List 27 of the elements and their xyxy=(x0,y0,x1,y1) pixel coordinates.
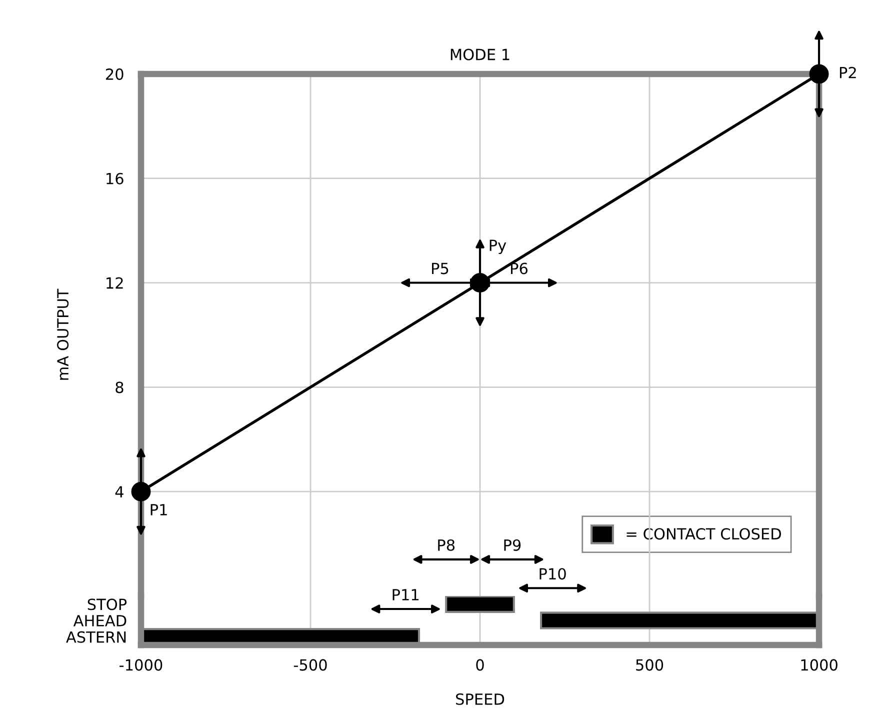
y-tick-label: 20 xyxy=(106,68,124,80)
annotation: P6 xyxy=(511,262,528,274)
y-tick-label: STOP xyxy=(88,598,127,610)
x-axis-title: SPEED xyxy=(456,693,504,705)
bar xyxy=(445,596,515,613)
chart-title: MODE 1 xyxy=(450,48,510,60)
y-tick-label: 4 xyxy=(115,486,124,498)
legend-label: = CONTACT CLOSED xyxy=(626,528,781,540)
x-tick-label: 500 xyxy=(636,659,664,671)
annotation: P1 xyxy=(150,504,167,516)
annotation: P9 xyxy=(504,539,521,551)
y-tick-label: 12 xyxy=(106,277,123,289)
x-tick-label: -1000 xyxy=(120,659,162,671)
y-tick-label: 8 xyxy=(116,382,124,394)
x-tick-label: 1000 xyxy=(801,659,838,671)
y-tick-label: AHEAD xyxy=(73,615,126,626)
x-tick-label: 0 xyxy=(476,659,484,671)
y-axis-title: mA OUTPUT xyxy=(57,288,69,380)
annotation: P5 xyxy=(432,262,448,274)
y-tick-label: ASTERN xyxy=(66,631,126,643)
annotation: Py xyxy=(490,240,506,254)
annotation: P11 xyxy=(392,589,419,600)
annotation: P2 xyxy=(840,66,856,78)
annotation: P10 xyxy=(540,568,566,580)
annotation: P8 xyxy=(438,539,455,551)
x-tick-label: -500 xyxy=(294,659,327,671)
y-tick-label: 16 xyxy=(106,172,124,184)
